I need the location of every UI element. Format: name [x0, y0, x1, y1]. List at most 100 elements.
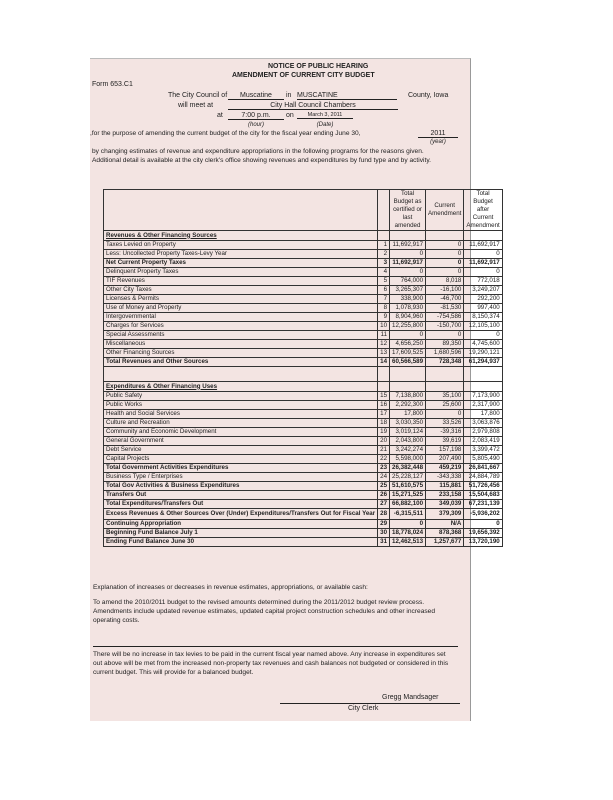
amount-cell: -46,700 — [425, 294, 465, 304]
amount-cell: 0 — [425, 258, 465, 268]
amount-cell: 292,200 — [463, 294, 503, 304]
row-number: 10 — [377, 321, 391, 331]
row-number: 16 — [377, 400, 391, 410]
row-label: Total Gov Activities & Business Expendit… — [102, 481, 379, 491]
row-number: 13 — [377, 348, 391, 358]
amount-cell: 33,526 — [425, 418, 465, 428]
table-row: Licenses & Permits 7 338,900 -46,700 292,200 — [102, 294, 503, 304]
amount-cell: 2,043,800 — [389, 436, 427, 446]
row-label: Ending Fund Balance June 30 — [102, 537, 379, 547]
amount-cell: 13,720,190 — [463, 537, 503, 547]
amount-cell: 772,018 — [463, 276, 503, 286]
label: will meet at — [178, 102, 214, 109]
amount-cell: 17,800 — [463, 409, 503, 419]
amount-cell: 7,173,900 — [463, 391, 503, 401]
row-label: Total Expenditures/Transfers Out — [102, 499, 379, 509]
amount-cell: 3,063,876 — [463, 418, 503, 428]
amount-cell: 764,000 — [389, 276, 427, 286]
amount-cell: 51,610,575 — [389, 481, 427, 491]
table-row: Other City Taxes 6 3,265,307 -16,100 3,249,2… — [102, 285, 503, 295]
amount-cell: 0 — [425, 409, 465, 419]
amount-cell: 15,271,525 — [389, 490, 427, 500]
table-row: Community and Economic Development 19 3,01… — [102, 427, 503, 437]
amount-cell: 66,882,100 — [389, 499, 427, 509]
row-number: 20 — [377, 436, 391, 446]
table-row: Public Safety 15 7,138,800 35,100 7,173,900 — [102, 391, 503, 401]
amount-cell: 11,692,917 — [463, 240, 503, 250]
amount-cell: 25,228,127 — [389, 472, 427, 482]
amount-cell: 379,309 — [425, 508, 465, 520]
row-label: Debt Service — [102, 445, 379, 455]
amount-cell: 0 — [389, 330, 427, 340]
label: (hour) — [247, 122, 264, 128]
amount-cell: 997,400 — [463, 303, 503, 313]
amount-cell: 878,368 — [425, 528, 465, 538]
amount-cell: 19,290,121 — [463, 348, 503, 358]
blank — [425, 366, 465, 382]
blank — [377, 366, 391, 382]
row-label: Transfers Out — [102, 490, 379, 500]
blank — [389, 366, 427, 382]
row-number: 24 — [377, 472, 391, 482]
explanation-label: Explanation of increases or decreases in… — [93, 584, 368, 591]
blank — [389, 230, 427, 241]
row-label: Licenses & Permits — [102, 294, 379, 304]
amount-cell: 4,656,250 — [389, 339, 427, 349]
table-row: Beginning Fund Balance July 1 30 18,778,02… — [102, 528, 503, 538]
row-label: Net Current Property Taxes — [102, 258, 379, 268]
blank — [377, 381, 391, 392]
amount-cell: 12,105,100 — [463, 321, 503, 331]
purpose-text: ,for the purpose of amending the current… — [90, 130, 361, 137]
row-label: Miscellaneous — [102, 339, 379, 349]
amount-cell: 1,257,677 — [425, 537, 465, 547]
amount-cell: 0 — [425, 330, 465, 340]
amount-cell: -39,316 — [425, 427, 465, 437]
row-label: Community and Economic Development — [102, 427, 379, 437]
blank — [389, 381, 427, 392]
amount-cell: 7,138,800 — [389, 391, 427, 401]
row-number: 25 — [377, 481, 391, 491]
amount-cell: 19,656,392 — [463, 528, 503, 538]
amount-cell: 26,841,667 — [463, 463, 503, 473]
amount-cell: -16,100 — [425, 285, 465, 295]
amount-cell: 17,609,525 — [389, 348, 427, 358]
table-row: Delinquent Property Taxes 4 0 0 0 — [102, 267, 503, 277]
row-label: Taxes Levied on Property — [102, 240, 379, 250]
row-number: 8 — [377, 303, 391, 313]
amount-cell: 0 — [389, 267, 427, 277]
table-row: Miscellaneous 12 4,656,250 89,350 4,745,600 — [102, 339, 503, 349]
row-number: 7 — [377, 294, 391, 304]
city-field: Muscatine — [228, 92, 284, 100]
label: County, Iowa — [408, 92, 449, 99]
label: (year) — [430, 139, 446, 145]
amount-cell: 61,294,937 — [463, 357, 503, 367]
row-label: Less: Uncollected Property Taxes-Levy Ye… — [102, 249, 379, 259]
amount-cell: 67,231,139 — [463, 499, 503, 509]
table-row: Continuing Appropriation 29 0 N/A 0 — [102, 519, 503, 529]
amount-cell: 5,805,490 — [463, 454, 503, 464]
county-field: MUSCATINE — [297, 92, 397, 100]
amount-cell: 11,692,917 — [389, 258, 427, 268]
amount-cell: 2,083,419 — [463, 436, 503, 446]
table-row: Excess Revenues & Other Sources Over (Un… — [102, 508, 503, 520]
amount-cell: 0 — [425, 240, 465, 250]
row-number: 27 — [377, 499, 391, 509]
row-number: 29 — [377, 519, 391, 529]
amount-cell: 51,726,456 — [463, 481, 503, 491]
label: on — [286, 112, 294, 119]
amount-cell: 35,100 — [425, 391, 465, 401]
row-label: Other City Taxes — [102, 285, 379, 295]
amount-cell: 0 — [425, 267, 465, 277]
amount-cell: -81,530 — [425, 303, 465, 313]
amount-cell: 3,030,350 — [389, 418, 427, 428]
row-number: 22 — [377, 454, 391, 464]
table-row: Health and Social Services 17 17,800 0 17,80… — [102, 409, 503, 419]
amount-cell: 26,382,448 — [389, 463, 427, 473]
header-blank — [102, 189, 379, 231]
row-label: Health and Social Services — [102, 409, 379, 419]
row-number: 2 — [377, 249, 391, 259]
row-label: Culture and Recreation — [102, 418, 379, 428]
blank — [463, 230, 503, 241]
form-number: Form 653.C1 — [92, 81, 133, 88]
